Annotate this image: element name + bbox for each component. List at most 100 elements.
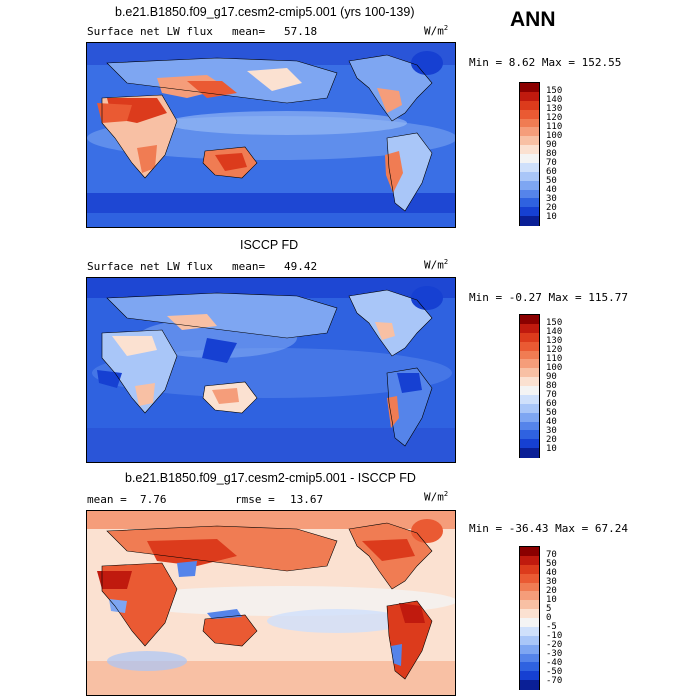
colorbar-swatch <box>520 136 539 146</box>
panel-1-map <box>86 42 456 228</box>
colorbar-tick-label: 110 <box>546 121 563 132</box>
colorbar-swatch <box>520 671 539 681</box>
colorbar-swatch <box>520 377 539 387</box>
colorbar-swatch <box>520 189 539 199</box>
panel-1-range: Min = 8.62 Max = 152.55 <box>469 56 622 69</box>
panel-2-variable: Surface net LW flux <box>87 260 213 273</box>
colorbar-swatch <box>520 626 539 637</box>
panel-3-colorbar <box>519 546 540 690</box>
colorbar-tick-label: 120 <box>546 344 563 355</box>
colorbar-tick-label: 30 <box>546 576 557 587</box>
panel-2-range: Min = -0.27 Max = 115.77 <box>469 291 628 304</box>
colorbar-tick-label: 90 <box>546 371 557 382</box>
colorbar-tick-label: 40 <box>546 184 557 195</box>
panel-2-map-canvas <box>87 278 455 462</box>
colorbar-tick-label: -20 <box>546 639 563 650</box>
panel-3-title: b.e21.B1850.f09_g17.cesm2-cmip5.001 - IS… <box>125 471 416 485</box>
colorbar-tick-label: 80 <box>546 380 557 391</box>
colorbar-swatch <box>520 653 539 663</box>
panel-3-map-canvas <box>87 511 455 695</box>
panel-3-range: Min = -36.43 Max = 67.24 <box>469 522 628 535</box>
colorbar-swatch <box>520 547 539 557</box>
panel-1-units: W/m2 <box>424 24 449 38</box>
colorbar-swatch <box>520 609 539 619</box>
colorbar-swatch <box>520 368 539 378</box>
colorbar-tick-label: 50 <box>546 558 557 569</box>
colorbar-swatch <box>520 180 539 190</box>
colorbar-swatch <box>520 412 539 422</box>
colorbar-swatch <box>520 439 539 449</box>
colorbar-swatch <box>520 323 539 334</box>
colorbar-tick-label: 30 <box>546 425 557 436</box>
colorbar-tick-label: -5 <box>546 621 557 632</box>
colorbar-tick-label: 10 <box>546 211 557 222</box>
colorbar-swatch <box>520 145 539 155</box>
colorbar-swatch <box>520 100 539 111</box>
panel-3-map <box>86 510 456 696</box>
colorbar-swatch <box>520 171 539 182</box>
colorbar-tick-label: 60 <box>546 398 557 409</box>
colorbar-tick-label: 20 <box>546 585 557 596</box>
colorbar-swatch <box>520 315 539 325</box>
colorbar-tick-label: 150 <box>546 85 563 96</box>
panel-2-units: W/m2 <box>424 258 449 272</box>
colorbar-tick-label: 50 <box>546 175 557 186</box>
panel-3-colorbar-labels: 70 50 40 30 20 10 5 0 -5 -10 -20 -30 -40 -50 -70 <box>546 546 586 690</box>
colorbar-swatch <box>520 644 539 654</box>
colorbar-tick-label: -30 <box>546 648 563 659</box>
colorbar-swatch <box>520 662 539 672</box>
colorbar-swatch <box>520 582 539 592</box>
panel-1-variable: Surface net LW flux <box>87 25 213 38</box>
colorbar-tick-label: -10 <box>546 630 563 641</box>
panel-1-map-canvas <box>87 43 455 227</box>
colorbar-swatch <box>520 448 539 458</box>
colorbar-swatch <box>520 359 539 369</box>
colorbar-swatch <box>520 332 539 343</box>
colorbar-tick-label: 20 <box>546 202 557 213</box>
colorbar-tick-label: 60 <box>546 166 557 177</box>
colorbar-tick-label: 150 <box>546 317 563 328</box>
colorbar-tick-label: 70 <box>546 549 557 560</box>
panel-3-units: W/m2 <box>424 490 449 504</box>
colorbar-tick-label: 130 <box>546 335 563 346</box>
colorbar-swatch <box>520 109 539 119</box>
colorbar-tick-label: 70 <box>546 157 557 168</box>
colorbar-swatch <box>520 430 539 440</box>
colorbar-tick-label: 50 <box>546 407 557 418</box>
colorbar-tick-label: 10 <box>546 443 557 454</box>
colorbar-swatch <box>520 635 539 646</box>
panel-2-colorbar <box>519 314 540 458</box>
colorbar-tick-label: 130 <box>546 103 563 114</box>
colorbar-swatch <box>520 154 539 164</box>
panel-1-stat-label: mean= <box>232 25 266 38</box>
panel-3-stat-label: mean = <box>87 493 127 506</box>
colorbar-tick-label: 70 <box>546 389 557 400</box>
colorbar-tick-label: 140 <box>546 326 563 337</box>
colorbar-tick-label: 80 <box>546 148 557 159</box>
colorbar-tick-label: -40 <box>546 657 563 668</box>
panel-2-colorbar-labels: 150 140 130 120 110 100 90 80 70 60 50 40 30 20 10 <box>546 314 586 458</box>
colorbar-tick-label: 30 <box>546 193 557 204</box>
colorbar-tick-label: 10 <box>546 594 557 605</box>
colorbar-swatch <box>520 216 539 226</box>
colorbar-swatch <box>520 386 539 396</box>
panel-3-stat2-label: rmse = <box>235 493 275 506</box>
colorbar-tick-label: 120 <box>546 112 563 123</box>
colorbar-tick-label: 100 <box>546 130 563 141</box>
colorbar-tick-label: 110 <box>546 353 563 364</box>
panel-2-stat-label: mean= <box>232 260 266 273</box>
panel-2-stat-value: 49.42 <box>284 260 318 273</box>
colorbar-tick-label: 0 <box>546 612 552 623</box>
panel-1-stat-value: 57.18 <box>284 25 318 38</box>
panel-1-colorbar <box>519 82 540 226</box>
colorbar-swatch <box>520 600 539 610</box>
colorbar-tick-label: -70 <box>546 675 563 686</box>
colorbar-tick-label: 5 <box>546 603 552 614</box>
colorbar-tick-label: 40 <box>546 567 557 578</box>
colorbar-tick-label: 100 <box>546 362 563 373</box>
colorbar-swatch <box>520 341 539 351</box>
colorbar-tick-label: 140 <box>546 94 563 105</box>
panel-1-title: b.e21.B1850.f09_g17.cesm2-cmip5.001 (yrs… <box>115 5 415 19</box>
colorbar-swatch <box>520 198 539 208</box>
panel-3-stat2-value: 13.67 <box>290 493 324 506</box>
